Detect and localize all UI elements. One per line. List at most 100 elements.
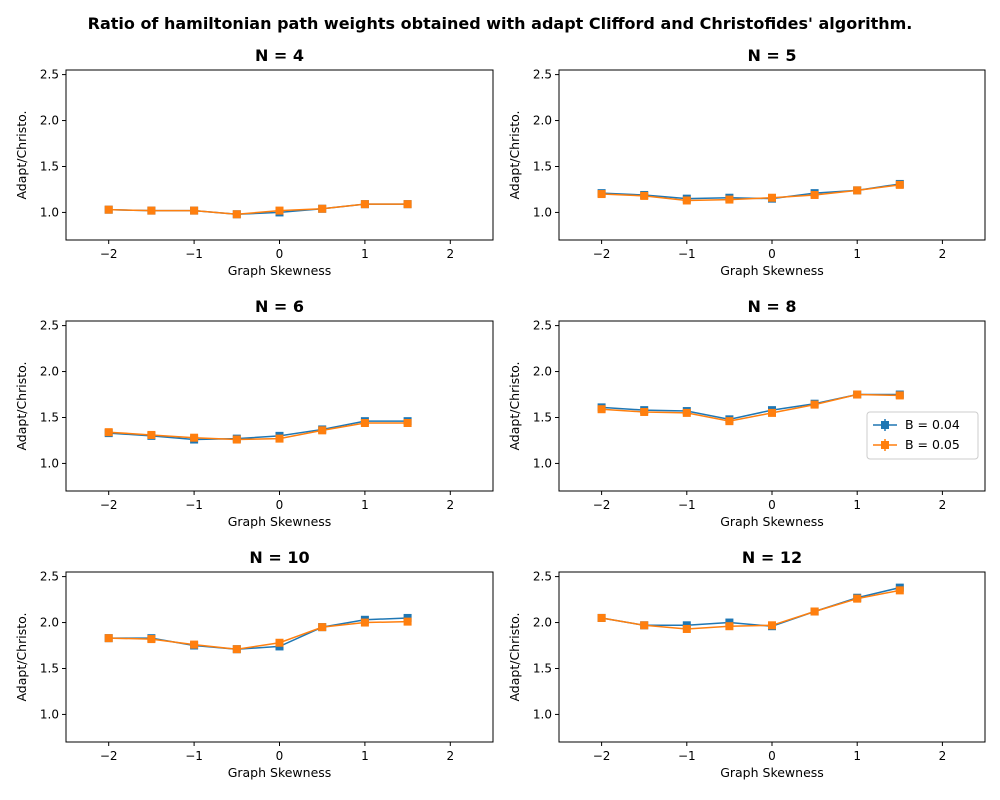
y-axis-label: Adapt/Christo. <box>507 361 522 450</box>
y-tick-label: 2.5 <box>40 570 59 584</box>
y-tick-label: 2.0 <box>40 365 59 379</box>
x-axis-label: Graph Skewness <box>720 514 824 529</box>
data-point <box>853 594 862 603</box>
x-tick-label: 0 <box>768 498 776 512</box>
subplot-title: N = 5 <box>747 46 796 65</box>
legend: B = 0.04 B = 0.05 <box>866 411 979 460</box>
y-tick-label: 1.5 <box>40 661 59 675</box>
data-point <box>275 638 284 647</box>
y-tick-label: 1.5 <box>533 410 552 424</box>
data-point <box>275 206 284 215</box>
data-point <box>104 428 113 437</box>
y-tick-label: 1.0 <box>40 707 59 721</box>
subplot-title: N = 6 <box>255 297 304 316</box>
data-point <box>104 634 113 643</box>
y-tick-label: 1.0 <box>533 707 552 721</box>
x-tick-label: 2 <box>446 749 454 763</box>
figure-title: Ratio of hamiltonian path weights obtain… <box>87 14 913 33</box>
series-line-2 <box>108 203 408 216</box>
data-point <box>232 645 241 654</box>
subplot-4: N = 8 −2 −1 0 1 2 1.0 1.5 2.0 2.5 Graph Skewness Ad… <box>507 297 986 529</box>
x-tick-label: 2 <box>939 749 947 763</box>
y-axis-label: Adapt/Christo. <box>507 110 522 199</box>
series-line-1 <box>108 420 408 441</box>
axes-frame <box>65 571 494 743</box>
x-tick-label: 0 <box>768 247 776 261</box>
series-line-2 <box>601 393 900 422</box>
x-tick-label: −2 <box>100 498 118 512</box>
axes-frame <box>65 320 494 492</box>
data-point <box>403 617 412 626</box>
subplot-2: N = 5 −2 −1 0 1 2 1.0 1.5 2.0 2.5 Graph Skewness Ad… <box>507 46 986 278</box>
y-tick-label: 2.0 <box>533 114 552 128</box>
data-point <box>597 190 606 199</box>
x-tick-label: −1 <box>185 749 203 763</box>
data-point <box>597 405 606 414</box>
series-line-2 <box>108 620 408 650</box>
data-point <box>318 204 327 213</box>
data-point <box>104 205 113 214</box>
y-tick-label: 1.5 <box>40 159 59 173</box>
series-line-2 <box>108 422 408 441</box>
y-axis-label: Adapt/Christo. <box>14 361 29 450</box>
series-line-1 <box>601 586 900 627</box>
legend-label: B = 0.05 <box>905 437 960 452</box>
data-point <box>810 607 819 616</box>
x-tick-label: 0 <box>276 247 284 261</box>
x-tick-label: −1 <box>678 498 696 512</box>
x-tick-label: −1 <box>185 247 203 261</box>
x-axis-label: Graph Skewness <box>228 514 332 529</box>
subplot-title: N = 10 <box>249 548 309 567</box>
x-tick-label: 2 <box>446 247 454 261</box>
x-tick-label: 1 <box>853 247 861 261</box>
data-point <box>403 419 412 427</box>
x-axis-label: Graph Skewness <box>228 263 332 278</box>
subplot-1: N = 4 −2 −1 0 1 2 1.0 1.5 2.0 2.5 Graph Skewness Ad… <box>14 46 494 278</box>
data-point <box>360 618 369 627</box>
data-point <box>147 635 156 644</box>
data-point <box>360 200 369 209</box>
x-axis-label: Graph Skewness <box>228 765 332 780</box>
y-tick-label: 2.5 <box>533 68 552 82</box>
data-point <box>895 180 904 189</box>
y-tick-label: 1.5 <box>533 661 552 675</box>
x-tick-label: −2 <box>593 498 611 512</box>
y-tick-label: 2.0 <box>533 365 552 379</box>
axes-frame <box>558 571 986 743</box>
data-point <box>810 190 819 199</box>
x-tick-label: −2 <box>593 749 611 763</box>
x-tick-label: 0 <box>276 749 284 763</box>
series-line-2 <box>601 184 900 202</box>
y-axis-label: Adapt/Christo. <box>507 612 522 701</box>
y-axis-label: Adapt/Christo. <box>14 110 29 199</box>
data-point <box>232 210 241 219</box>
data-point <box>597 613 606 622</box>
y-tick-label: 2.5 <box>533 570 552 584</box>
subplot-5: N = 10 −2 −1 0 1 2 1.0 1.5 2.0 2.5 Graph Skewness A… <box>14 548 494 780</box>
axes-frame <box>558 69 986 241</box>
axes-frame <box>558 320 986 492</box>
y-tick-label: 2.0 <box>533 616 552 630</box>
data-point <box>640 191 649 200</box>
x-tick-label: 1 <box>361 749 369 763</box>
data-point <box>682 196 691 205</box>
data-point <box>147 206 156 215</box>
data-point <box>640 407 649 416</box>
data-point <box>232 435 241 444</box>
subplot-title: N = 4 <box>255 46 304 65</box>
data-point <box>768 193 776 202</box>
x-tick-label: −2 <box>100 247 118 261</box>
data-point <box>682 624 691 633</box>
x-tick-label: −1 <box>678 247 696 261</box>
x-axis-label: Graph Skewness <box>720 263 824 278</box>
data-point <box>768 621 776 630</box>
x-tick-label: 1 <box>853 498 861 512</box>
x-tick-label: −1 <box>185 498 203 512</box>
y-tick-label: 1.5 <box>533 159 552 173</box>
y-tick-label: 1.0 <box>533 456 552 470</box>
x-tick-label: 1 <box>361 247 369 261</box>
data-point <box>895 586 904 595</box>
x-tick-label: 2 <box>446 498 454 512</box>
y-tick-label: 1.0 <box>533 205 552 219</box>
data-point <box>190 640 199 649</box>
